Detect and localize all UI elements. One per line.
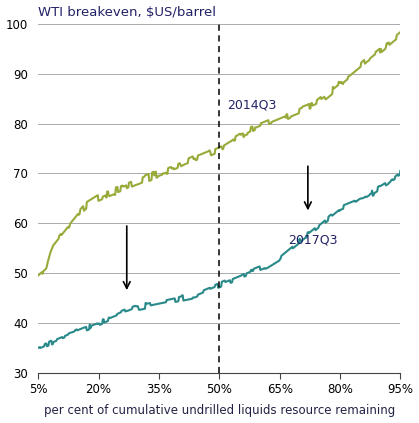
Text: WTI breakeven, $US/barrel: WTI breakeven, $US/barrel [38,5,216,19]
X-axis label: per cent of cumulative undrilled liquids resource remaining: per cent of cumulative undrilled liquids… [44,404,395,418]
Text: 2017Q3: 2017Q3 [288,233,337,246]
Text: 2014Q3: 2014Q3 [228,99,277,112]
